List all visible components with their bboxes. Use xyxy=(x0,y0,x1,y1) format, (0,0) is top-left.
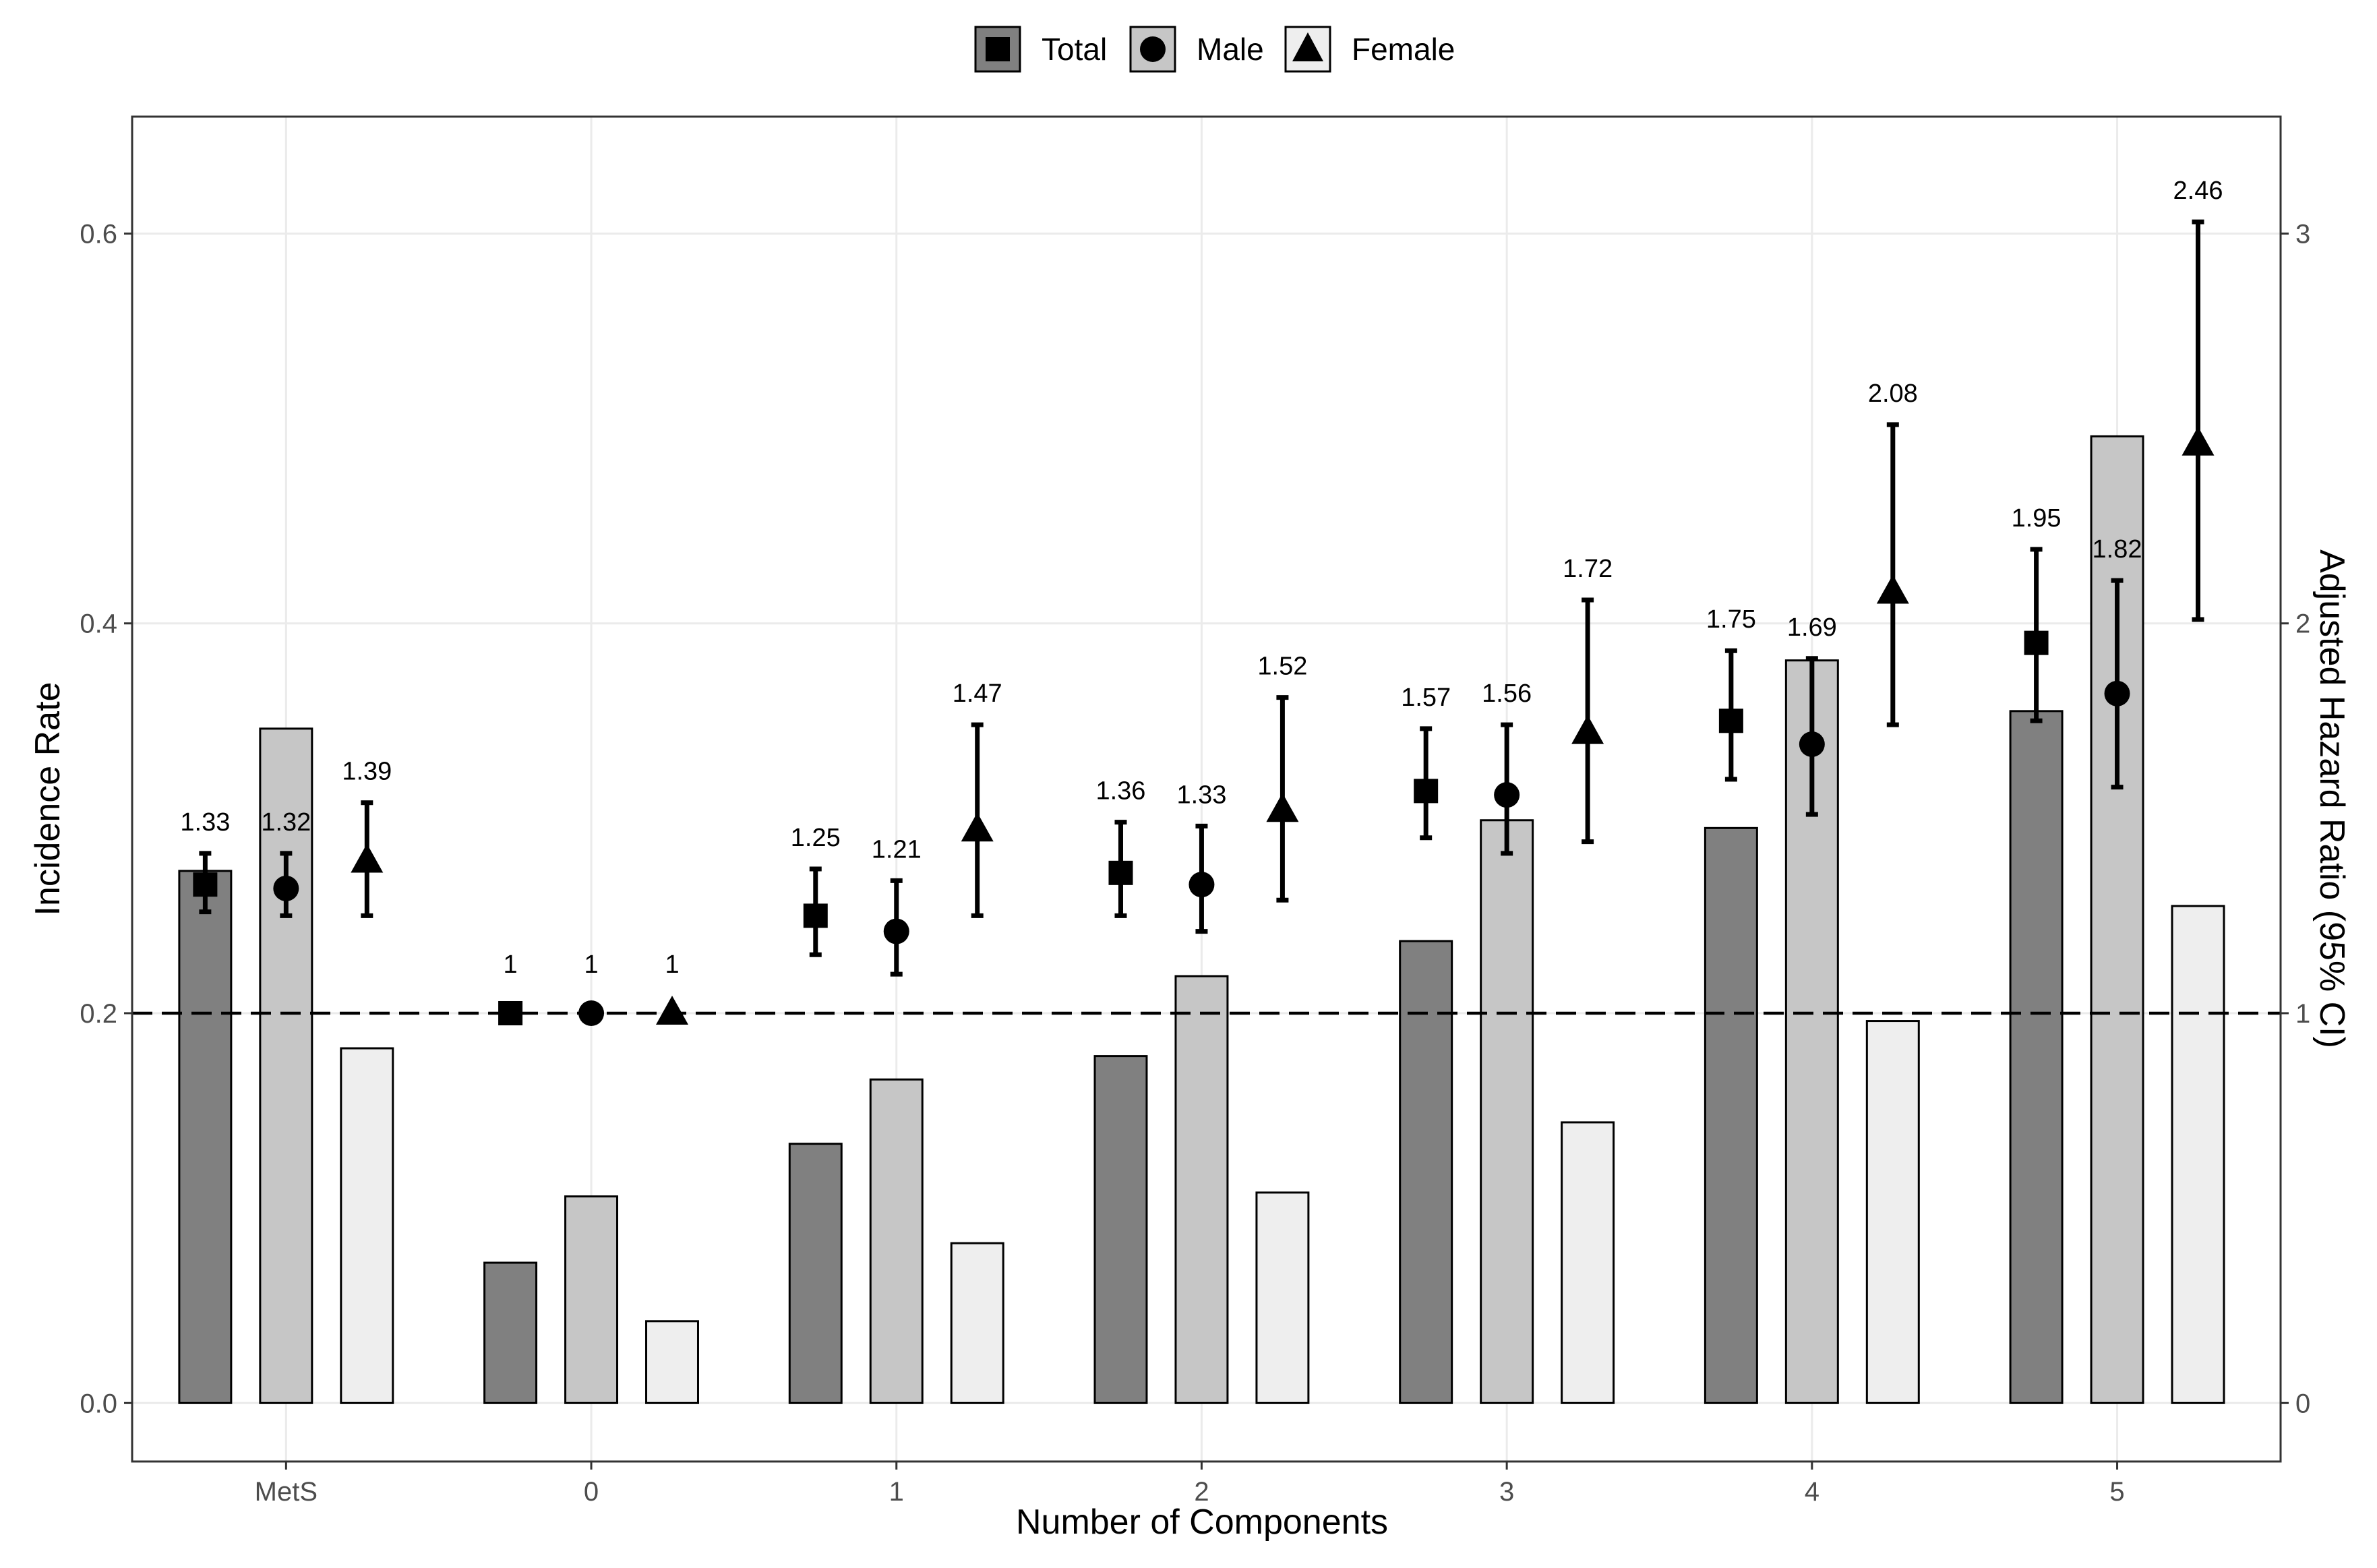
hr-value-label-male: 1.56 xyxy=(1482,680,1532,708)
hr-point-female xyxy=(961,812,994,842)
hr-value-label-female: 1.72 xyxy=(1563,555,1613,583)
bar-total xyxy=(788,1143,843,1404)
hr-point-female xyxy=(1571,715,1604,744)
hr-value-label-male: 1 xyxy=(584,951,598,979)
y2-tick-label: 3 xyxy=(2295,219,2310,249)
bar-female xyxy=(1865,1020,1920,1404)
hr-point-total xyxy=(1718,708,1743,733)
legend-label-total: Total xyxy=(1042,32,1107,67)
hr-value-label-female: 1.39 xyxy=(342,758,392,786)
bar-male xyxy=(259,727,313,1404)
hr-value-label-female: 2.08 xyxy=(1868,380,1918,408)
bar-female xyxy=(950,1242,1004,1404)
x-tick-label: 2 xyxy=(1194,1477,1209,1507)
bar-total xyxy=(1399,940,1453,1404)
hr-point-female xyxy=(351,843,384,873)
hr-point-total xyxy=(2024,630,2049,655)
bar-total xyxy=(1704,826,1758,1404)
y-axis-title: Incidence Rate xyxy=(28,682,67,916)
hr-point-male xyxy=(883,918,909,944)
bar-female xyxy=(1255,1191,1310,1404)
bar-male xyxy=(1480,819,1534,1404)
legend-item-male: Male xyxy=(1129,26,1264,73)
hr-point-total xyxy=(803,903,828,928)
y2-tick-label: 2 xyxy=(2295,609,2310,639)
hr-value-label-total: 1 xyxy=(504,951,518,979)
hr-value-label-female: 1.52 xyxy=(1257,653,1307,681)
bar-male xyxy=(1174,975,1229,1404)
hr-point-female xyxy=(1266,793,1299,822)
hr-point-total xyxy=(193,872,218,897)
hr-value-label-total: 1.75 xyxy=(1706,605,1756,634)
legend-label-male: Male xyxy=(1197,32,1264,67)
bar-male xyxy=(564,1195,619,1404)
hr-value-label-total: 1.33 xyxy=(180,808,230,837)
hr-value-label-male: 1.82 xyxy=(2093,535,2142,564)
hr-value-label-male: 1.33 xyxy=(1176,781,1226,809)
bar-female xyxy=(1561,1121,1615,1404)
bar-layer xyxy=(178,435,2225,1404)
legend-item-female: Female xyxy=(1284,26,1455,73)
hr-value-label-total: 1.95 xyxy=(2012,504,2062,533)
legend: Total Male Female xyxy=(974,26,1455,73)
hr-value-label-total: 1.25 xyxy=(791,824,841,852)
plot-panel-border xyxy=(131,115,2282,1463)
x-tick-label: 4 xyxy=(1805,1477,1819,1507)
bar-total xyxy=(2009,710,2064,1404)
bar-total xyxy=(178,870,233,1404)
hr-value-label-male: 1.69 xyxy=(1787,613,1837,642)
hr-point-male xyxy=(578,1000,605,1026)
x-tick-label: MetS xyxy=(255,1477,318,1507)
bar-female xyxy=(645,1320,699,1404)
hr-point-total xyxy=(1414,779,1439,804)
hr-value-label-total: 1.57 xyxy=(1401,684,1451,712)
y-tick-label: 0.0 xyxy=(80,1389,117,1418)
y-tick-label: 0.6 xyxy=(80,219,117,249)
bar-total xyxy=(1093,1055,1148,1404)
legend-label-female: Female xyxy=(1352,32,1455,67)
hr-value-label-female: 1.47 xyxy=(953,680,1002,708)
bar-female xyxy=(2171,905,2225,1404)
legend-circle-icon xyxy=(1140,36,1166,62)
hr-value-label-female: 1 xyxy=(665,951,679,979)
y2-tick-label: 1 xyxy=(2295,999,2310,1029)
hr-point-male xyxy=(1188,872,1215,898)
hr-value-label-female: 2.46 xyxy=(2173,177,2223,205)
bar-total xyxy=(483,1261,538,1404)
legend-square-icon xyxy=(986,37,1010,61)
hr-point-total xyxy=(1108,860,1133,885)
hr-point-female xyxy=(656,996,689,1025)
hr-value-label-male: 1.32 xyxy=(261,808,311,837)
hr-point-male xyxy=(273,875,299,901)
legend-triangle-icon xyxy=(1292,32,1323,61)
x-tick-label: 1 xyxy=(889,1477,904,1507)
hr-point-total xyxy=(498,1001,523,1025)
hazard-ratio-layer: 1.33 1 1.25 1.36 1.57 1.75 1.95 1.32 1 1.21 1.33 1.… xyxy=(180,177,2223,1026)
hr-point-female xyxy=(2182,426,2215,456)
hr-value-label-total: 1.36 xyxy=(1095,777,1145,806)
y2-tick-label: 0 xyxy=(2295,1389,2310,1418)
hr-point-female xyxy=(1876,574,1909,604)
x-axis-title: Number of Components xyxy=(1016,1503,1388,1542)
hr-point-male xyxy=(1799,731,1825,757)
x-tick-label: 0 xyxy=(584,1477,599,1507)
y-tick-label: 0.2 xyxy=(80,999,117,1029)
bar-female xyxy=(340,1047,394,1404)
x-tick-label: 3 xyxy=(1499,1477,1514,1507)
y2-axis-title: Adjusted Hazard Ratio (95% CI) xyxy=(2312,549,2351,1048)
axis-layer: 0.0 0.2 0.4 0.6 0 1 2 3 MetS 0 1 2 3 4 5 xyxy=(80,219,2310,1507)
hr-point-male xyxy=(1494,782,1520,808)
bar-male xyxy=(869,1078,924,1404)
y-tick-label: 0.4 xyxy=(80,609,117,639)
hr-point-male xyxy=(2104,680,2130,706)
legend-item-total: Total xyxy=(974,26,1107,73)
x-tick-label: 5 xyxy=(2109,1477,2124,1507)
hr-value-label-male: 1.21 xyxy=(872,835,922,864)
